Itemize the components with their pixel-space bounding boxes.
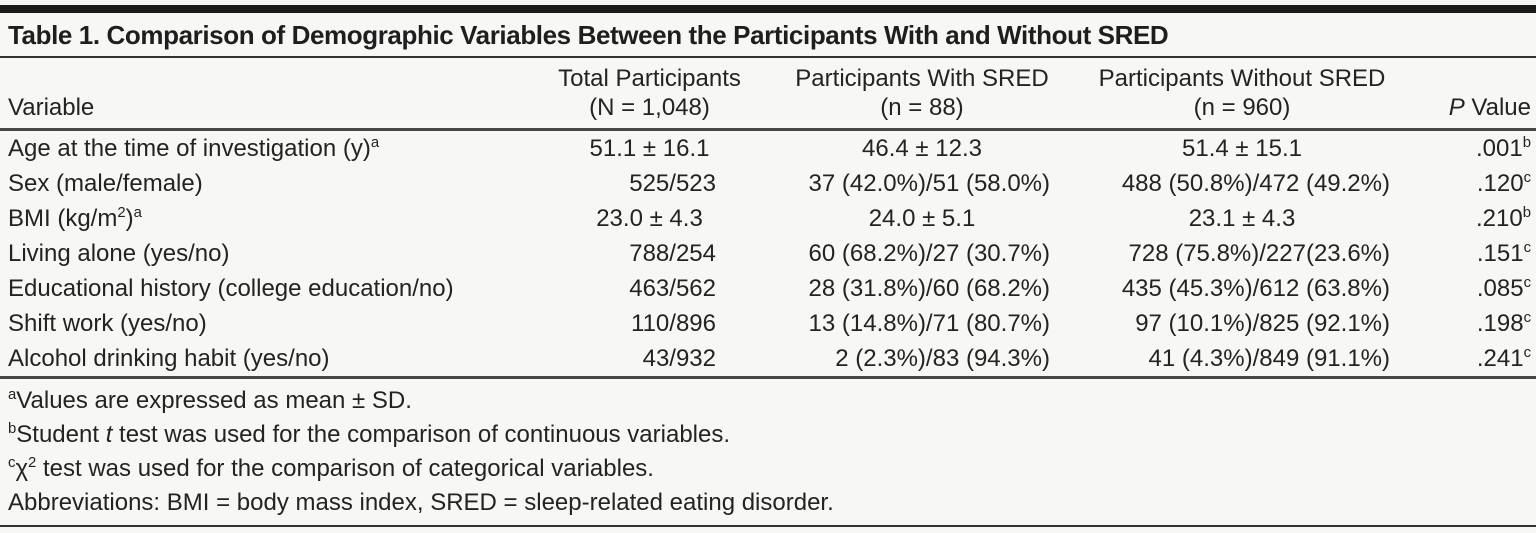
cell-variable: Living alone (yes/no): [8, 240, 230, 267]
footnote-line: Abbreviations: BMI = body mass index, SR…: [8, 489, 834, 516]
footnote-line: cχ2 test was used for the comparison of …: [8, 455, 654, 482]
column-header-line: (n = 88): [880, 94, 964, 121]
cell-p_value: .120c: [1476, 170, 1531, 197]
footnote-line: aValues are expressed as mean ± SD.: [8, 387, 412, 414]
table-title: Table 1. Comparison of Demographic Varia…: [8, 20, 1169, 50]
table-row: BMI (kg/m2)a 23.0 ± 4.3 24.0 ± 5.1 23.1 ± 4…: [0, 201, 1536, 236]
cell-total: 788/254: [629, 240, 716, 267]
cell-with_sred: 13 (14.8%)/71 (80.7%): [808, 310, 1050, 337]
cell-without_sred: 435 (45.3%)/612 (63.8%): [1121, 275, 1390, 302]
table-row: Educational history (college education/n…: [0, 271, 1536, 306]
cell-p_value: .001b: [1476, 135, 1531, 162]
cell-variable: Shift work (yes/no): [8, 310, 207, 337]
column-header-line: Participants With SRED: [795, 65, 1049, 92]
table-top-border-rule: [0, 5, 1536, 13]
cell-p_value: .241c: [1402, 341, 1536, 379]
demographics-table: Variable Total Participants (N = 1,048) Par…: [0, 58, 1536, 379]
column-header-line: Participants Without SRED: [1098, 65, 1386, 92]
table-bottom-border-rule: [0, 525, 1536, 527]
cell-total: 525/523: [629, 170, 716, 197]
column-header-without_sred: Participants Without SRED (n = 960): [1082, 58, 1402, 131]
table-row: Shift work (yes/no) 110/896 13 (14.8%)/71 …: [0, 306, 1536, 341]
cell-without_sred: 23.1 ± 4.3: [1188, 205, 1296, 232]
cell-with_sred: 28 (31.8%)/60 (68.2%): [808, 275, 1050, 302]
column-header-p_value: P Value: [1402, 58, 1536, 131]
cell-p_value: .198c: [1476, 310, 1531, 337]
column-header-line: P Value: [1448, 94, 1531, 121]
column-header-variable: Variable: [0, 58, 537, 131]
table-row: Living alone (yes/no) 788/254 60 (68.2%)/2…: [0, 236, 1536, 271]
cell-variable: BMI (kg/m2)a: [8, 205, 142, 232]
cell-without_sred: 51.4 ± 15.1: [1182, 135, 1302, 162]
table-body: Age at the time of investigation (y)a 51.…: [0, 130, 1536, 379]
cell-total: 43/932: [537, 341, 762, 379]
cell-variable: Alcohol drinking habit (yes/no): [0, 341, 537, 379]
table-row: Sex (male/female) 525/523 37 (42.0%)/51 (5…: [0, 166, 1536, 201]
cell-total: 463/562: [629, 275, 716, 302]
column-header-line: Variable: [8, 94, 95, 121]
table-footnotes: aValues are expressed as mean ± SD. bStud…: [0, 379, 1536, 520]
title-divider-rule: [0, 56, 1536, 58]
cell-total: 51.1 ± 16.1: [589, 135, 710, 162]
journal-table-figure: Table 1. Comparison of Demographic Varia…: [0, 5, 1536, 533]
column-header-line: (n = 960): [1193, 94, 1291, 121]
cell-without_sred: 97 (10.1%)/825 (92.1%): [1135, 310, 1390, 337]
column-header-with_sred: Participants With SRED (n = 88): [762, 58, 1082, 131]
table-row: Alcohol drinking habit (yes/no) 43/932 2 (…: [0, 341, 1536, 379]
cell-without_sred: 488 (50.8%)/472 (49.2%): [1121, 170, 1390, 197]
table-row: Age at the time of investigation (y)a 51.…: [0, 130, 1536, 167]
column-header-total: Total Participants (N = 1,048): [537, 58, 762, 131]
cell-without_sred: 728 (75.8%)/227(23.6%): [1128, 240, 1391, 267]
column-header-line: Total Participants: [558, 65, 741, 92]
cell-p_value: .210b: [1476, 205, 1531, 232]
cell-with_sred: 60 (68.2%)/27 (30.7%): [808, 240, 1050, 267]
table-header-row: Variable Total Participants (N = 1,048) Par…: [0, 58, 1536, 131]
cell-with_sred: 2 (2.3%)/83 (94.3%): [762, 341, 1082, 379]
cell-p_value: .151c: [1476, 240, 1531, 267]
column-header-line: (N = 1,048): [589, 94, 710, 121]
cell-total: 23.0 ± 4.3: [596, 205, 703, 232]
footnote-line: bStudent t test was used for the compari…: [8, 421, 731, 448]
cell-variable: Educational history (college education/n…: [8, 275, 454, 302]
cell-with_sred: 46.4 ± 12.3: [862, 135, 982, 162]
cell-p_value: .085c: [1476, 275, 1531, 302]
cell-with_sred: 24.0 ± 5.1: [868, 205, 976, 232]
cell-with_sred: 37 (42.0%)/51 (58.0%): [808, 170, 1050, 197]
cell-total: 110/896: [631, 310, 716, 337]
table-header: Variable Total Participants (N = 1,048) Par…: [0, 58, 1536, 131]
cell-variable: Age at the time of investigation (y)a: [8, 135, 380, 162]
cell-variable: Sex (male/female): [8, 170, 203, 197]
cell-without_sred: 41 (4.3%)/849 (91.1%): [1082, 341, 1402, 379]
